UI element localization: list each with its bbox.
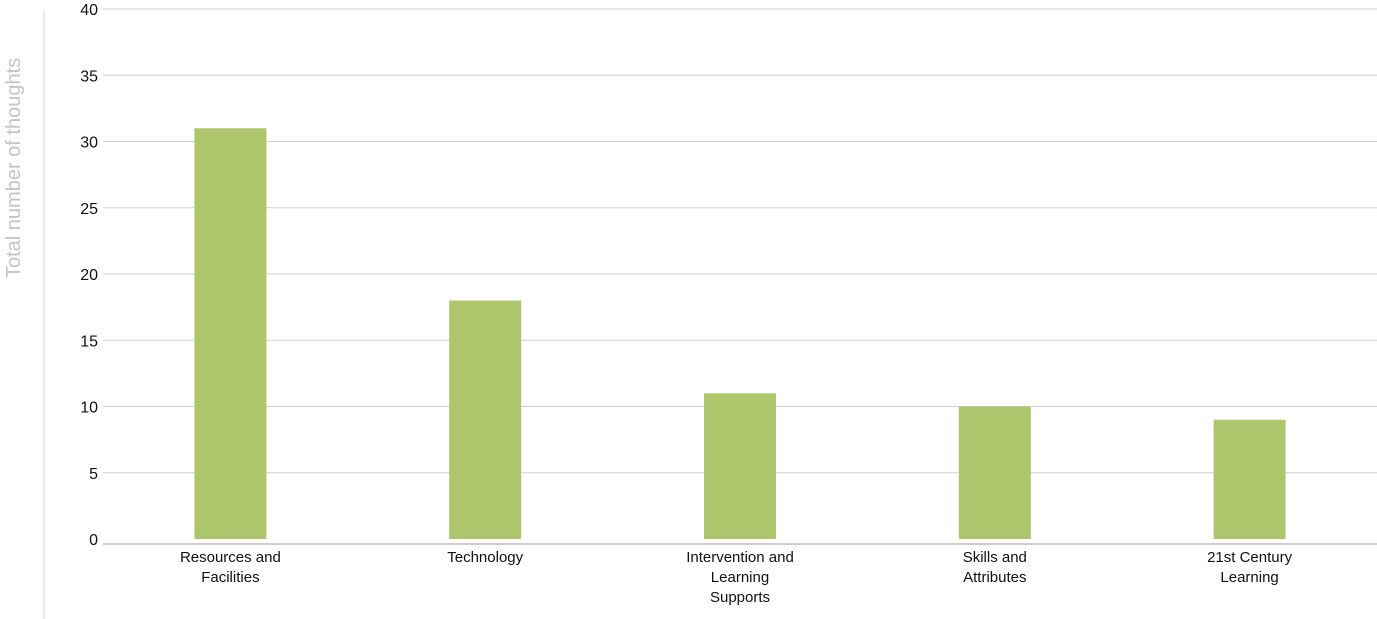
x-category-label-line: Learning bbox=[1220, 569, 1278, 586]
y-tick-label: 15 bbox=[80, 333, 98, 350]
y-tick-label: 10 bbox=[80, 400, 98, 417]
y-tick-labels: 0 5 10 15 20 25 30 35 40 bbox=[80, 2, 98, 549]
x-category-label-line: Learning bbox=[711, 569, 769, 586]
bar bbox=[704, 393, 776, 539]
x-category-labels: Resources and Facilities Technology Interve… bbox=[180, 549, 1293, 606]
x-category-label-line: Supports bbox=[710, 589, 770, 606]
x-category-label: Technology bbox=[447, 549, 523, 566]
bar bbox=[1213, 419, 1286, 539]
y-tick-label: 20 bbox=[80, 267, 98, 284]
bar bbox=[194, 128, 267, 539]
y-tick-label: 30 bbox=[80, 135, 98, 152]
x-category-label-line: Resources and bbox=[180, 549, 281, 566]
x-category-label: 21st Century Learning bbox=[1207, 549, 1293, 586]
y-tick-label: 35 bbox=[80, 68, 98, 85]
x-category-label-line: 21st Century bbox=[1207, 549, 1293, 566]
y-tick-label: 25 bbox=[80, 201, 98, 218]
x-category-label-line: Attributes bbox=[963, 569, 1026, 586]
y-tick-label: 0 bbox=[89, 532, 98, 549]
bars bbox=[194, 128, 1286, 539]
x-category-label: Resources and Facilities bbox=[180, 549, 281, 586]
bar bbox=[958, 406, 1031, 539]
x-category-label-line: Technology bbox=[447, 549, 523, 566]
y-tick-label: 40 bbox=[80, 2, 98, 19]
x-category-label-line: Skills and bbox=[963, 549, 1027, 566]
y-tick-label: 5 bbox=[89, 466, 98, 483]
x-category-label: Skills and Attributes bbox=[963, 549, 1027, 586]
x-category-label-line: Facilities bbox=[201, 569, 259, 586]
bar bbox=[449, 300, 522, 539]
x-category-label-line: Intervention and bbox=[686, 549, 794, 566]
x-category-label: Intervention and Learning Supports bbox=[686, 549, 794, 606]
gridlines bbox=[103, 8, 1377, 474]
y-axis-title: Total number of thoughts bbox=[3, 58, 25, 278]
